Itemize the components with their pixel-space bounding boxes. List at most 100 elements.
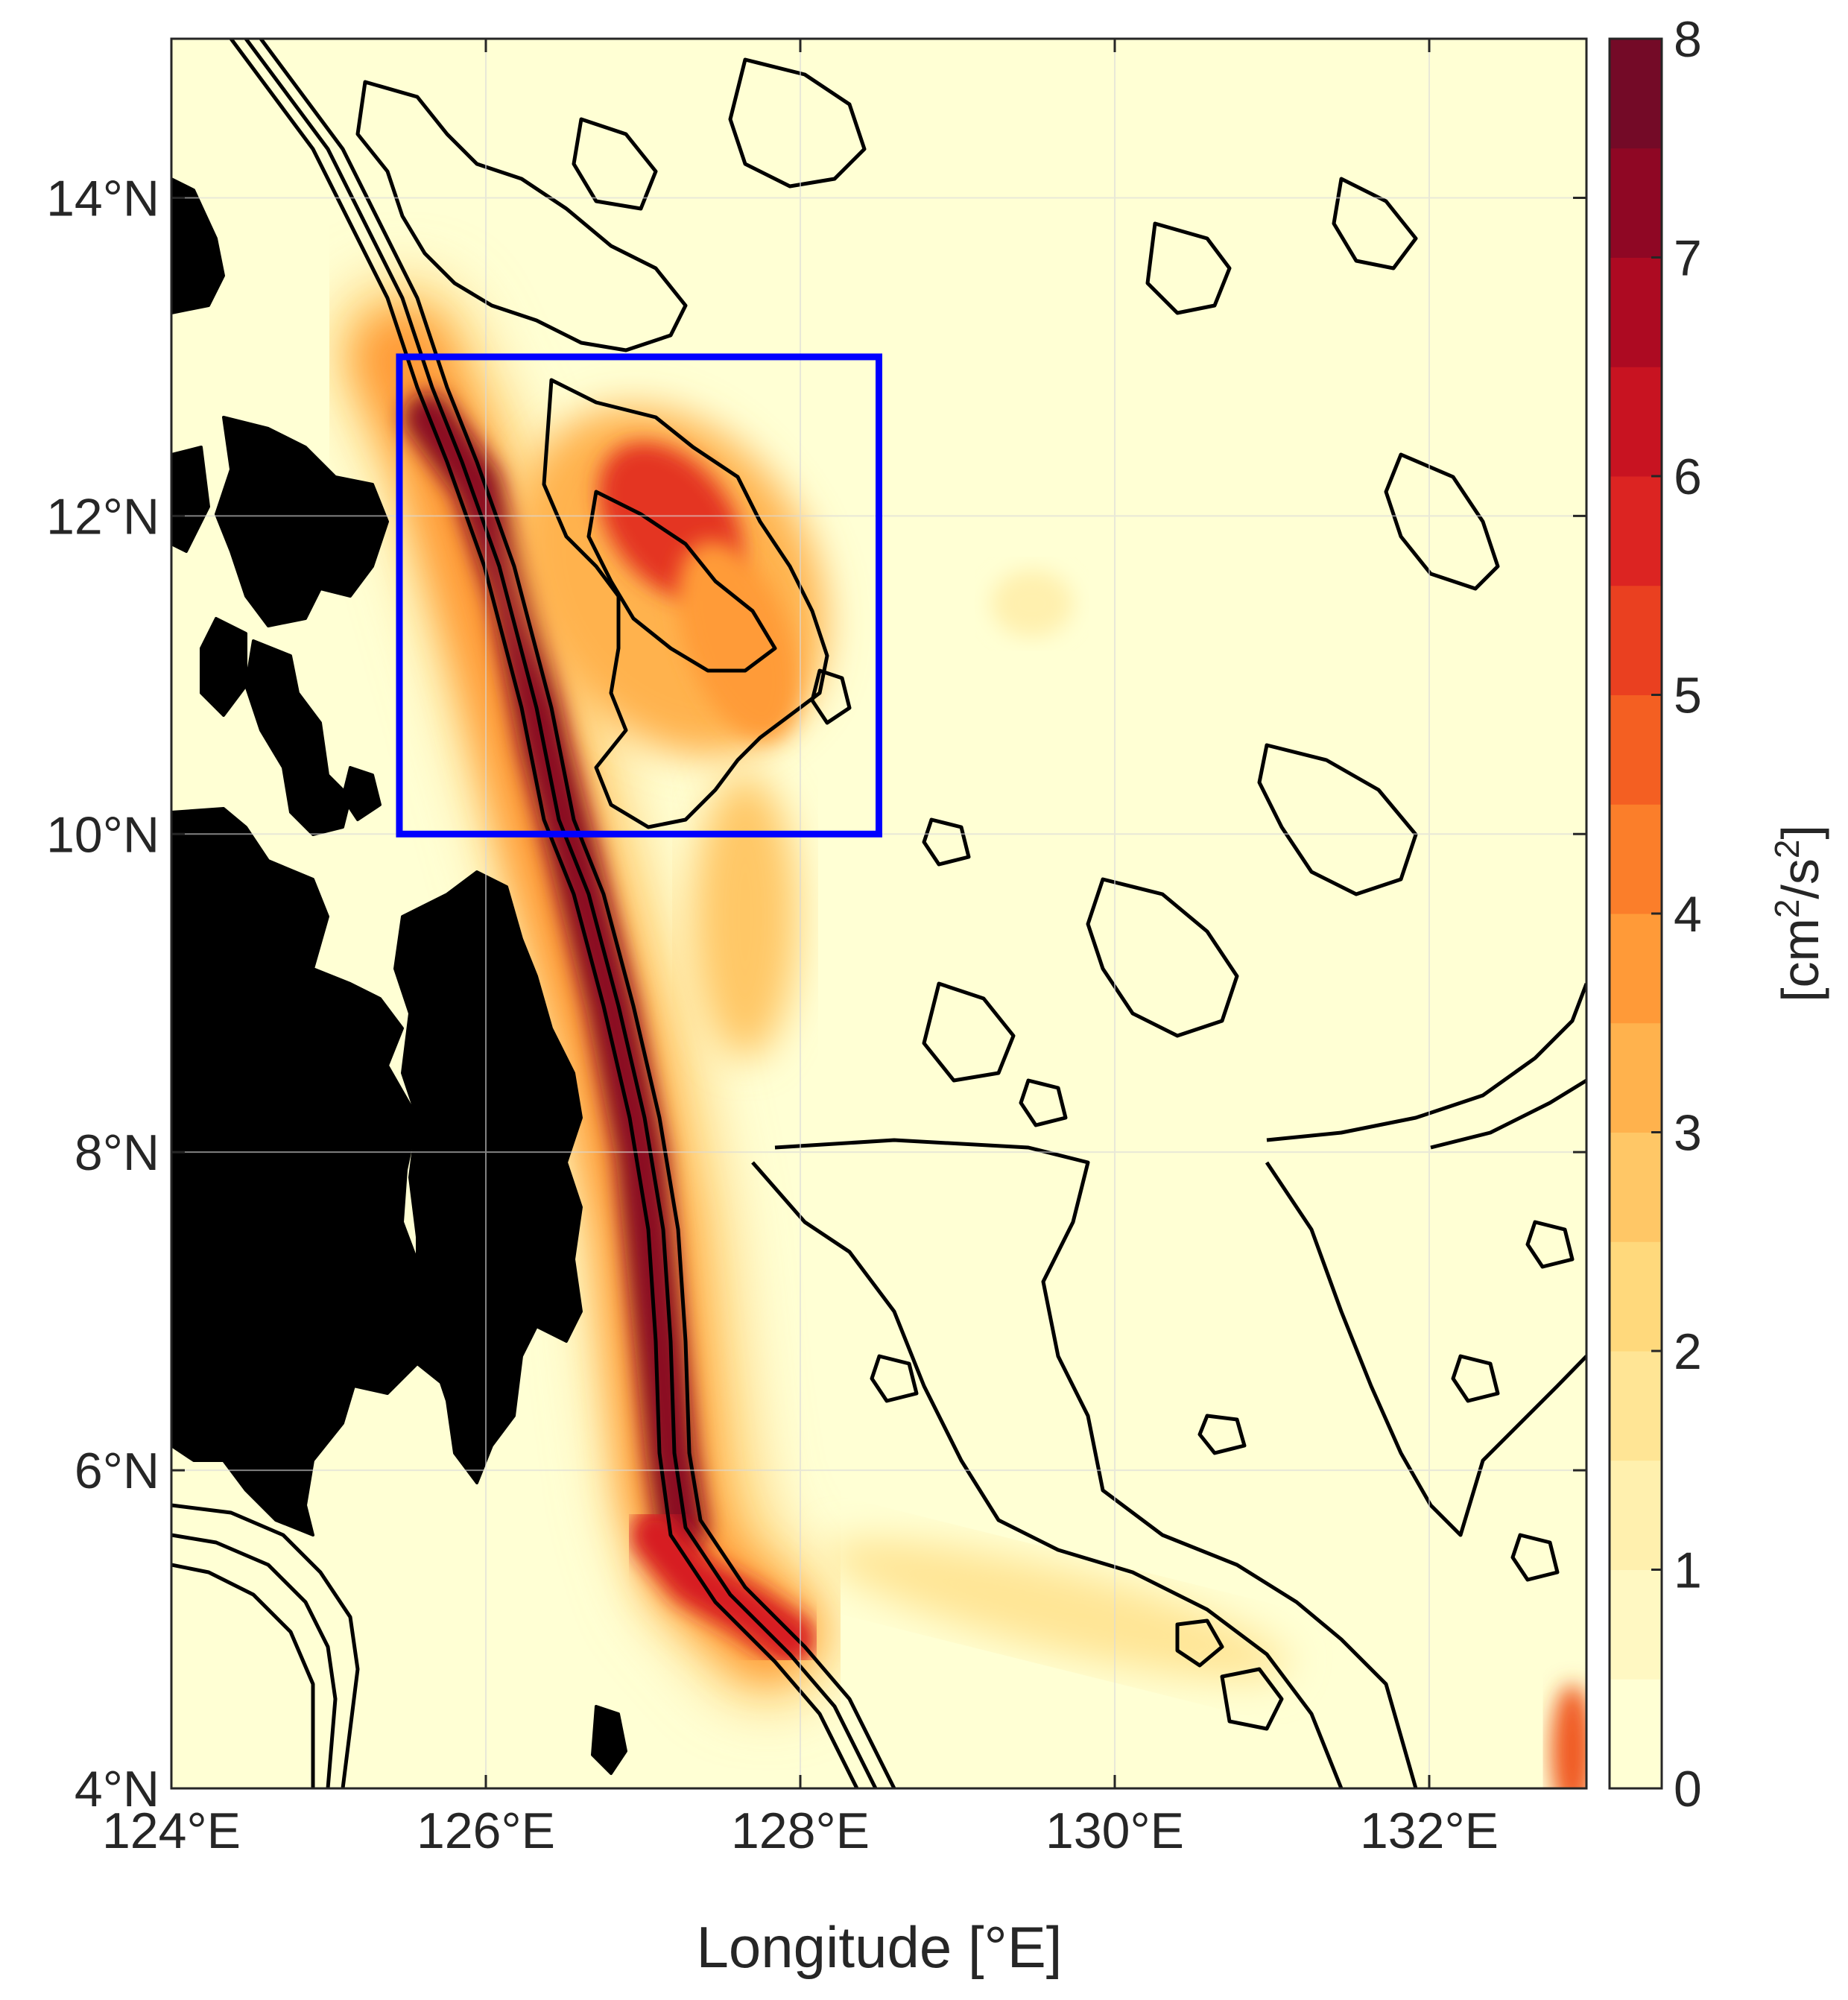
colorbar-level-5 [1610, 1132, 1662, 1242]
land-luzon-south [171, 177, 225, 314]
colorbar-tick-label-1: 1 [1674, 1542, 1702, 1599]
colorbar-title-sup1: 2 [1768, 899, 1806, 919]
southern-band [826, 1539, 1290, 1680]
colorbar-ticks: 0 1 2 3 4 5 6 7 8 [1651, 11, 1702, 1817]
contour-c-1 [1086, 877, 1239, 1038]
contour-se-2 [1265, 1161, 1586, 1537]
jet-south-tail [630, 1509, 816, 1665]
x-tick-label-4: 132°E [1360, 1803, 1499, 1859]
colorbar-level-9 [1610, 694, 1662, 805]
land-central-island [244, 639, 352, 836]
y-tick-label-0: 4°N [75, 1761, 159, 1817]
colorbar-level-15 [1610, 39, 1662, 149]
x-tick-label-1: 126°E [417, 1803, 555, 1859]
colorbar-levels [1610, 39, 1662, 1789]
colorbar-title-end: ] [1771, 825, 1829, 839]
land-masses [171, 177, 627, 1775]
eddy-tail [677, 541, 799, 741]
contour-sw-1 [171, 1503, 360, 1788]
colorbar-title-mid: /s [1771, 858, 1829, 899]
colorbar-level-3 [1610, 1351, 1662, 1461]
contour-nw-2 [572, 117, 658, 211]
central-blob [991, 570, 1073, 637]
colorbar-tick-label-2: 2 [1674, 1323, 1702, 1380]
colorbar-title-sup2: 2 [1768, 840, 1806, 859]
x-tick-label-0: 124°E [102, 1803, 241, 1859]
colorbar-level-14 [1610, 148, 1662, 258]
contour-small-8 [1510, 1533, 1560, 1582]
land-far-sw-island [222, 1206, 251, 1242]
contour-small-2 [922, 817, 971, 867]
colorbar-level-7 [1610, 914, 1662, 1024]
axes-frame [170, 37, 1588, 1790]
x-axis-title: Longitude [°E] [697, 1914, 1063, 1980]
colorbar-level-6 [1610, 1022, 1662, 1133]
eddy-contour-inner [586, 490, 777, 673]
y-tick-label-4: 12°N [46, 488, 159, 545]
colorbar-tick-label-0: 0 [1674, 1761, 1702, 1817]
jet-core [403, 392, 707, 1553]
coast-contour-1 [229, 39, 859, 1788]
colorbar-level-1 [1610, 1569, 1662, 1680]
colorbar-level-10 [1610, 585, 1662, 695]
contour-small-4 [1019, 1078, 1068, 1127]
colorbar-level-4 [1610, 1241, 1662, 1352]
eddy-contour-outer [542, 378, 829, 829]
contour-e-1 [1384, 452, 1500, 591]
contour-se-ring-2 [1175, 1618, 1224, 1668]
contour-se-1 [1266, 983, 1586, 1142]
study-box [396, 353, 882, 838]
colorbar-tick-label-4: 4 [1674, 886, 1702, 943]
land-sw-island [591, 1705, 627, 1775]
map-panel [171, 39, 1586, 1788]
colorbar-title: [cm2/s2] [1768, 825, 1829, 1002]
colorbar-tick-label-5: 5 [1674, 668, 1702, 724]
coast-contour-3 [259, 39, 896, 1788]
land-mindanao [393, 870, 583, 1484]
colorbar-tick-label-7: 7 [1674, 230, 1702, 287]
contour-sw-2 [171, 1533, 338, 1788]
y-axis: 4°N 6°N 8°N 10°N 12°N 14°N [46, 170, 1586, 1817]
colorbar-level-2 [1610, 1460, 1662, 1570]
contour-small-6 [1451, 1354, 1500, 1403]
land-small-island [341, 766, 382, 821]
contour-se-ring [1220, 1667, 1284, 1731]
y-tick-label-1: 6°N [75, 1443, 159, 1499]
contour-small-5 [1525, 1220, 1575, 1269]
land-west-strip [171, 446, 210, 553]
corner-blob [1551, 1684, 1586, 1788]
contour-ne-3 [1332, 177, 1418, 270]
colorbar-level-8 [1610, 804, 1662, 914]
contour-small-3 [870, 1354, 919, 1403]
colorbar-tick-label-8: 8 [1674, 11, 1702, 68]
land-west-island [200, 617, 247, 717]
land-samar-north [215, 416, 389, 627]
x-tick-label-2: 128°E [731, 1803, 870, 1859]
y-tick-label-5: 14°N [46, 170, 159, 227]
contour-se-3 [1430, 1078, 1586, 1150]
colorbar-level-0 [1610, 1679, 1662, 1789]
y-tick-label-2: 8°N [75, 1124, 159, 1181]
colorbar-title-base: [cm [1771, 918, 1829, 1002]
contour-lines [171, 39, 1586, 1788]
colorbar-tick-label-3: 3 [1674, 1105, 1702, 1162]
contour-sw-3 [171, 1563, 315, 1788]
contour-small-1 [810, 668, 852, 725]
contour-s-band-2 [751, 1161, 1344, 1788]
contour-small-7 [1197, 1414, 1247, 1455]
offshore-blob [693, 775, 797, 1058]
contour-e-2 [1257, 743, 1418, 896]
colorbar-level-13 [1610, 257, 1662, 367]
y-tick-label-3: 10°N [46, 806, 159, 863]
colorbar-level-11 [1610, 476, 1662, 586]
contour-nw-1 [355, 80, 688, 352]
colorbar-level-12 [1610, 367, 1662, 477]
x-tick-label-3: 130°E [1045, 1803, 1184, 1859]
coast-contour-2 [244, 39, 878, 1788]
x-axis: 124°E 126°E 128°E 130°E 132°E [102, 39, 1499, 1859]
contour-ne-1 [728, 57, 867, 189]
colorbar-tick-label-6: 6 [1674, 449, 1702, 505]
contour-ne-2 [1145, 221, 1232, 315]
